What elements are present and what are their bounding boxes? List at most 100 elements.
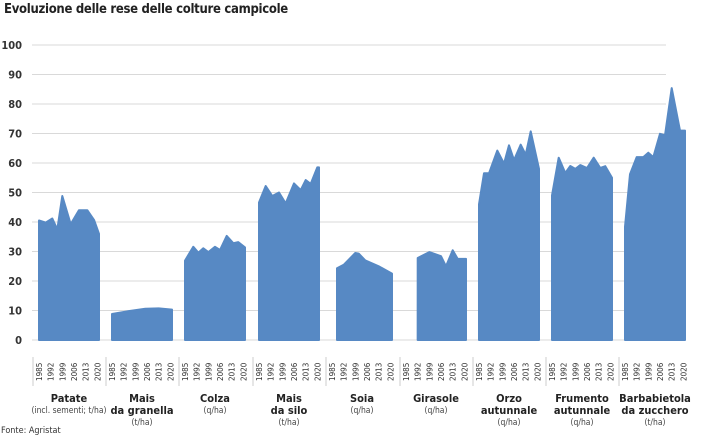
crop-name: Soia <box>350 392 374 405</box>
y-tick-label: 40 <box>8 216 22 229</box>
x-tick-label: 2013 <box>82 363 91 381</box>
crop-name: Barbabietola <box>619 392 691 405</box>
crop-name: autunnale <box>481 404 538 417</box>
x-tick-label: 1992 <box>120 363 129 381</box>
x-tick-label: 1985 <box>621 363 630 381</box>
x-tick-label: 1999 <box>425 362 434 381</box>
crop-unit: (q/ha) <box>425 406 448 416</box>
x-tick-label: 1999 <box>571 362 580 381</box>
x-tick-label: 2020 <box>313 362 322 381</box>
x-tick-label: 1999 <box>58 362 67 381</box>
x-tick-label: 2020 <box>533 362 542 381</box>
x-tick-label: 2013 <box>522 363 531 381</box>
x-tick-label: 2020 <box>166 362 175 381</box>
x-tick-label: 2013 <box>302 363 311 381</box>
area-girasole <box>416 249 467 341</box>
y-tick-label: 0 <box>15 334 22 347</box>
crop-name: Frumento <box>555 392 609 405</box>
y-tick-label: 10 <box>8 305 22 318</box>
x-tick-label: 2013 <box>595 363 604 381</box>
crop-name: Colza <box>200 392 230 405</box>
y-tick-label: 50 <box>8 187 22 200</box>
x-tick-label: 1999 <box>351 362 360 381</box>
area-colza <box>184 234 246 341</box>
crop-name: da silo <box>271 404 308 417</box>
x-tick-label: 2006 <box>143 362 152 381</box>
x-tick-label: 2006 <box>510 362 519 381</box>
x-tick-label: 1992 <box>414 363 423 381</box>
x-tick-label: 2006 <box>583 362 592 381</box>
y-tick-label: 80 <box>8 98 22 111</box>
x-tick-label: 1985 <box>181 363 190 381</box>
y-tick-label: 30 <box>8 246 22 259</box>
crop-name: Orzo <box>496 392 522 405</box>
x-tick-label: 1985 <box>108 363 117 381</box>
chart-title: Evoluzione delle rese delle colture camp… <box>4 2 288 17</box>
x-tick-label: 2020 <box>239 362 248 381</box>
x-tick-label: 2006 <box>656 362 665 381</box>
x-tick-label: 2020 <box>679 362 688 381</box>
crop-unit: (t/ha) <box>278 418 299 428</box>
area-orzo-autunnale <box>478 130 540 341</box>
crop-name: Girasole <box>413 392 459 405</box>
x-tick-label: 1992 <box>560 363 569 381</box>
y-tick-label: 20 <box>8 275 22 288</box>
x-tick-label: 2020 <box>386 362 395 381</box>
crop-unit: (q/ha) <box>351 406 374 416</box>
x-tick-label: 2006 <box>363 362 372 381</box>
x-tick-label: 1992 <box>47 363 56 381</box>
x-tick-label: 1985 <box>548 363 557 381</box>
x-tick-label: 2013 <box>155 363 164 381</box>
crop-name: da zucchero <box>621 404 688 417</box>
x-tick-label: 1985 <box>402 363 411 381</box>
x-tick-label: 1999 <box>204 362 213 381</box>
area-patate <box>38 195 100 341</box>
x-tick-label: 1999 <box>278 362 287 381</box>
x-tick-label: 1999 <box>644 362 653 381</box>
crop-unit: (q/ha) <box>204 406 227 416</box>
x-tick-label: 1999 <box>131 362 140 381</box>
x-tick-label: 1985 <box>475 363 484 381</box>
x-tick-label: 1992 <box>340 363 349 381</box>
x-tick-label: 1992 <box>633 363 642 381</box>
crop-unit: (incl. sementi; t/ha) <box>31 406 106 416</box>
x-tick-label: 1992 <box>193 363 202 381</box>
source-note: Fonte: Agristat <box>1 426 61 436</box>
crop-name: Mais <box>129 392 155 405</box>
x-tick-label: 1999 <box>498 362 507 381</box>
area-mais-da-silo <box>258 166 320 341</box>
area-soia <box>336 252 393 341</box>
x-tick-label: 2013 <box>375 363 384 381</box>
x-tick-label: 2020 <box>93 362 102 381</box>
x-tick-label: 1992 <box>267 363 276 381</box>
x-tick-label: 1985 <box>328 363 337 381</box>
x-tick-label: 2013 <box>449 363 458 381</box>
crop-name: Mais <box>276 392 302 405</box>
area-barbabietola-da-zucchero <box>624 87 686 341</box>
crop-name: Patate <box>51 392 88 405</box>
area-frumento-autunnale <box>551 156 613 341</box>
x-tick-label: 1985 <box>255 363 264 381</box>
x-tick-label: 1992 <box>487 363 496 381</box>
x-tick-label: 2013 <box>668 363 677 381</box>
x-tick-label: 2006 <box>70 362 79 381</box>
x-tick-label: 2020 <box>460 362 469 381</box>
x-tick-label: 2013 <box>228 363 237 381</box>
x-tick-label: 2020 <box>606 362 615 381</box>
x-tick-label: 2006 <box>437 362 446 381</box>
crop-name: da granella <box>110 404 173 417</box>
area-mais-da-granella <box>111 307 173 341</box>
crop-unit: (q/ha) <box>571 418 594 428</box>
crop-unit: (t/ha) <box>644 418 665 428</box>
x-tick-label: 2006 <box>216 362 225 381</box>
y-tick-label: 70 <box>8 128 22 141</box>
crop-unit: (q/ha) <box>498 418 521 428</box>
x-tick-label: 1985 <box>35 363 44 381</box>
crop-unit: (t/ha) <box>131 418 152 428</box>
y-tick-label: 100 <box>1 39 22 52</box>
y-tick-label: 90 <box>8 69 22 82</box>
x-tick-label: 2006 <box>290 362 299 381</box>
crop-name: autunnale <box>554 404 611 417</box>
y-tick-label: 60 <box>8 157 22 170</box>
